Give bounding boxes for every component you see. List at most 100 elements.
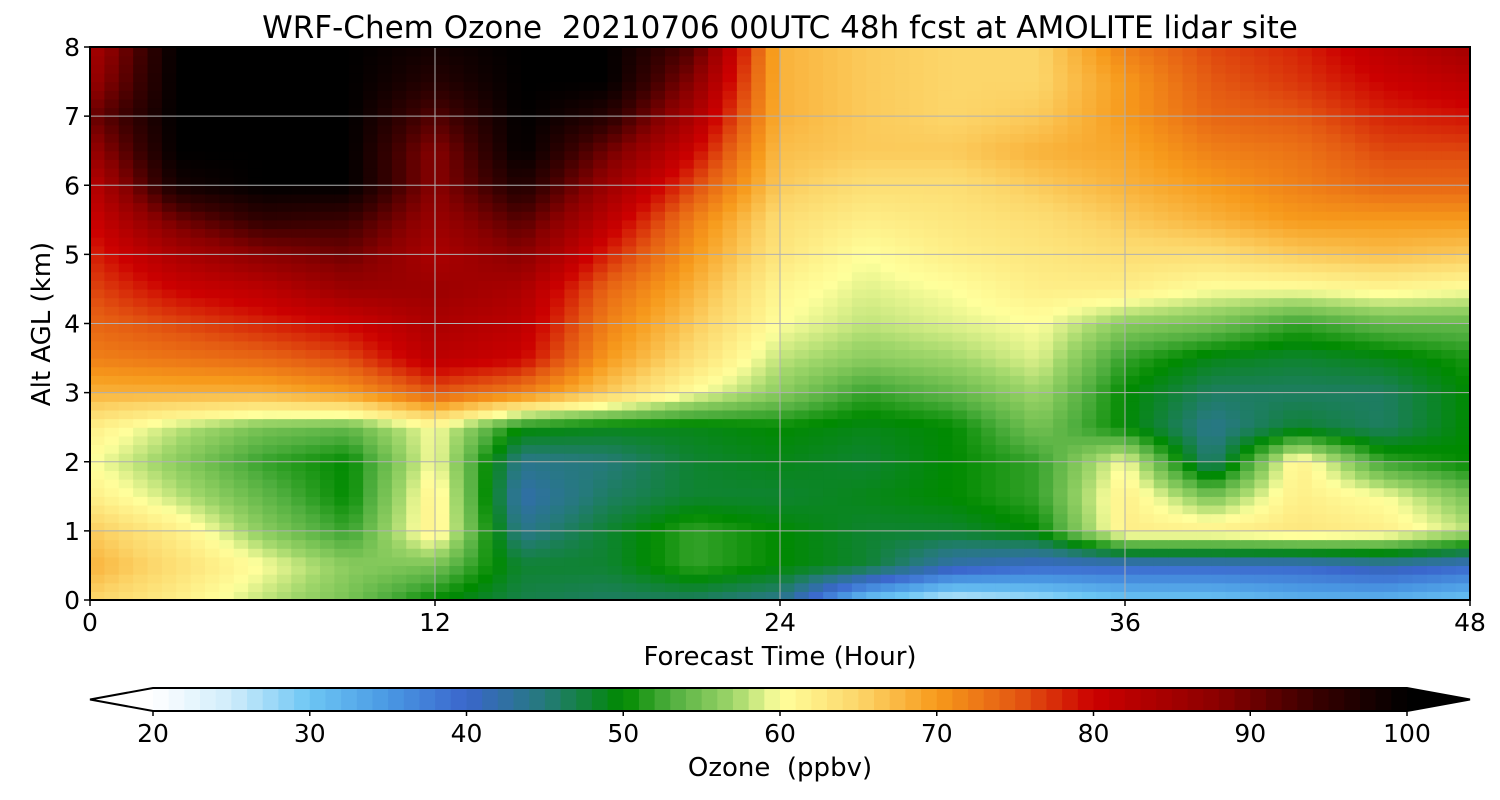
- heatmap-cell: [593, 167, 609, 178]
- heatmap-cell: [708, 271, 724, 281]
- heatmap-cell: [219, 591, 235, 600]
- heatmap-cell: [1398, 219, 1414, 230]
- heatmap-cell: [1426, 556, 1442, 567]
- heatmap-cell: [1182, 323, 1198, 333]
- heatmap-cell: [880, 435, 896, 446]
- heatmap-cell: [665, 185, 680, 195]
- heatmap-cell: [133, 237, 149, 247]
- heatmap-cell: [1225, 366, 1241, 376]
- heatmap-cell: [1268, 263, 1284, 273]
- heatmap-cell: [262, 582, 278, 592]
- heatmap-cell: [1311, 392, 1327, 402]
- heatmap-cell: [751, 288, 767, 299]
- heatmap-cell: [650, 530, 666, 541]
- heatmap-cell: [190, 383, 206, 394]
- heatmap-cell: [420, 401, 436, 411]
- heatmap-cell: [1426, 271, 1442, 281]
- heatmap-cell: [593, 323, 609, 333]
- heatmap-cell: [219, 297, 235, 307]
- heatmap-cell: [1125, 211, 1140, 221]
- heatmap-cell: [133, 487, 149, 497]
- heatmap-cell: [1211, 228, 1227, 238]
- heatmap-cell: [1283, 349, 1299, 359]
- heatmap-cell: [1168, 228, 1184, 238]
- heatmap-cell: [1297, 479, 1313, 489]
- heatmap-cell: [564, 340, 580, 351]
- heatmap-cell: [794, 228, 810, 238]
- heatmap-cell: [722, 418, 738, 428]
- heatmap-cell: [161, 358, 177, 368]
- heatmap-cell: [564, 297, 580, 307]
- heatmap-cell: [765, 280, 781, 290]
- heatmap-cell: [118, 254, 134, 264]
- heatmap-cell: [550, 487, 565, 497]
- heatmap-cell: [1412, 263, 1428, 273]
- heatmap-cell: [1369, 435, 1385, 446]
- heatmap-cell: [837, 461, 853, 471]
- heatmap-cell: [981, 219, 997, 230]
- heatmap-cell: [521, 435, 537, 446]
- heatmap-cell: [1383, 392, 1399, 402]
- heatmap-cell: [161, 263, 177, 273]
- heatmap-cell: [320, 185, 335, 195]
- heatmap-cell: [320, 401, 335, 411]
- heatmap-cell: [147, 159, 163, 169]
- heatmap-cell: [1139, 418, 1155, 428]
- heatmap-cell: [1383, 427, 1399, 437]
- heatmap-cell: [262, 332, 278, 342]
- heatmap-cell: [1297, 193, 1313, 204]
- heatmap-cell: [808, 237, 824, 247]
- heatmap-cell: [1441, 522, 1457, 532]
- heatmap-cell: [435, 548, 450, 558]
- heatmap-cell: [435, 522, 450, 532]
- heatmap-cell: [161, 392, 177, 402]
- heatmap-cell: [679, 582, 695, 592]
- heatmap-cell: [607, 487, 623, 497]
- heatmap-cell: [708, 401, 724, 411]
- heatmap-cell: [1254, 487, 1270, 497]
- heatmap-cell: [1254, 513, 1270, 523]
- heatmap-cell: [1268, 228, 1284, 238]
- heatmap-cell: [1340, 323, 1356, 333]
- heatmap-cell: [521, 530, 537, 541]
- heatmap-cell: [607, 288, 623, 299]
- heatmap-cell: [1311, 487, 1327, 497]
- heatmap-cell: [708, 323, 724, 333]
- heatmap-cell: [1398, 159, 1414, 169]
- heatmap-cell: [291, 556, 307, 567]
- heatmap-cell: [334, 159, 350, 169]
- heatmap-cell: [492, 193, 508, 204]
- heatmap-cell: [1182, 280, 1198, 290]
- heatmap-cell: [334, 409, 350, 420]
- heatmap-cell: [90, 159, 105, 169]
- heatmap-cell: [176, 565, 192, 575]
- heatmap-cell: [1398, 392, 1414, 402]
- heatmap-cell: [334, 453, 350, 463]
- heatmap-cell: [621, 332, 637, 342]
- heatmap-cell: [377, 470, 393, 480]
- heatmap-cell: [736, 280, 752, 290]
- heatmap-cell: [665, 565, 680, 575]
- heatmap-cell: [880, 530, 896, 541]
- heatmap-cell: [219, 392, 235, 402]
- heatmap-cell: [966, 461, 982, 471]
- heatmap-cell: [1139, 375, 1155, 385]
- heatmap-cell: [952, 461, 968, 471]
- heatmap-cell: [1053, 185, 1069, 195]
- heatmap-cell: [1326, 375, 1342, 385]
- heatmap-cell: [621, 496, 637, 506]
- heatmap-cell: [780, 358, 795, 368]
- heatmap-cell: [1038, 444, 1054, 454]
- heatmap-cell: [1010, 193, 1025, 204]
- heatmap-cell: [90, 392, 105, 402]
- heatmap-cell: [1024, 263, 1040, 273]
- heatmap-cell: [1326, 496, 1342, 506]
- heatmap-cell: [1110, 582, 1126, 592]
- heatmap-cell: [1240, 539, 1255, 549]
- heatmap-cell: [722, 409, 738, 420]
- heatmap-cell: [391, 202, 407, 212]
- heatmap-cell: [320, 323, 335, 333]
- heatmap-cell: [1426, 427, 1442, 437]
- heatmap-cell: [1254, 453, 1270, 463]
- heatmap-cell: [291, 254, 307, 264]
